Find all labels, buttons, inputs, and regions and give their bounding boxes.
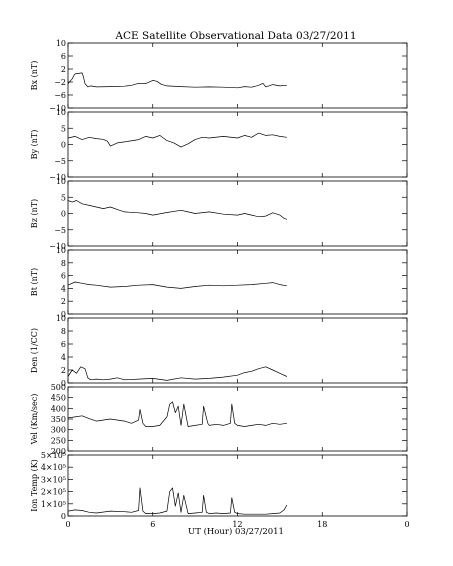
panel-den-frame — [67, 317, 408, 384]
panel-bx-ytick-label: 10 — [56, 39, 66, 48]
panels-group: 10 6 2 −2 −6 −10 Bx (nT) 10 5 0 −5 −10 By (nT) 10 5 0 −5… — [30, 39, 408, 521]
panel-bx-ytick-label: −10 — [49, 104, 66, 113]
panel-bx-ytick-label: 2 — [61, 65, 66, 74]
panel-den-ytick-label: 8 — [61, 327, 66, 336]
panel-bt-ytick-label: 8 — [61, 259, 66, 268]
panel-bt-ytick-label: 4 — [61, 284, 66, 293]
panel-bt-ylabel: Bt (nT) — [30, 268, 39, 296]
panel-bz-ytick-label: 0 — [61, 210, 66, 219]
panel-bt-ytick-label: 6 — [61, 272, 66, 281]
panel-den-ytick-label: 4 — [61, 353, 66, 362]
panel-by-ytick-label: −10 — [49, 173, 66, 182]
panel-bt-ytick-label: 2 — [61, 297, 66, 306]
panel-by-ylabel: By (nT) — [30, 130, 39, 160]
panel-bz-ylabel: Bz (nT) — [30, 199, 39, 228]
panel-den-ylabel: Den (1/CC) — [30, 328, 39, 373]
panel-vel-ytick-label: 300 — [51, 426, 66, 435]
panel-by-ytick-label: −5 — [54, 157, 66, 166]
panel-den-ytick-label: 6 — [61, 340, 66, 349]
panel-temp-series — [67, 487, 288, 515]
panel-vel-ytick-label: 200 — [51, 447, 66, 456]
panel-temp-frame — [67, 454, 408, 517]
panel-bt-series — [67, 281, 287, 289]
panel-bz-frame — [67, 180, 408, 247]
x-axis: 0 6 12 18 0 — [65, 520, 409, 529]
panel-bx-frame — [67, 42, 408, 109]
panel-bz-series — [67, 200, 288, 220]
panel-bz-ytick-label: −10 — [49, 242, 66, 251]
xtick-label: 12 — [232, 520, 242, 529]
chart-title: ACE Satellite Observational Data 03/27/2… — [114, 30, 356, 42]
panel-bx: 10 6 2 −2 −6 −10 Bx (nT) — [30, 39, 408, 113]
panel-by-frame — [67, 111, 408, 178]
panel-by-series — [67, 132, 287, 148]
panel-by: 10 5 0 −5 −10 By (nT) — [30, 108, 408, 182]
panel-vel-ytick-label: 400 — [51, 404, 66, 413]
panel-temp-ytick-label: 4×10⁵ — [41, 463, 66, 472]
panel-by-ytick-label: 5 — [61, 124, 66, 133]
x-axis-label: UT (Hour) 03/27/2011 — [188, 526, 284, 537]
panel-bz-ytick-label: −5 — [54, 226, 66, 235]
panel-vel-ylabel: Vel (Km/sec) — [30, 394, 39, 446]
panel-den-series — [67, 366, 288, 381]
panel-bt-ytick-label: 0 — [61, 310, 66, 319]
panel-bx-ylabel: Bx (nT) — [30, 61, 39, 91]
xtick-label: 0 — [65, 520, 70, 529]
panel-bt-ytick-label: 10 — [56, 246, 66, 255]
panel-vel-ytick-label: 250 — [51, 436, 66, 445]
panel-den-ytick-label: 2 — [61, 366, 66, 375]
panel-den: 10 8 6 4 2 0 Den (1/CC) — [30, 314, 408, 388]
panel-vel-frame — [67, 386, 408, 452]
panel-temp: 5×10⁵ 4×10⁵ 3×10⁵ 2×10⁵ 1×10⁵ 0 Ion Temp (K) — [30, 451, 408, 521]
panel-temp-ytick-label: 1×10⁵ — [41, 500, 66, 509]
panel-bz-ytick-label: 5 — [61, 193, 66, 202]
xtick-label: 18 — [317, 520, 327, 529]
panel-temp-ytick-label: 5×10⁵ — [41, 451, 66, 460]
panel-vel-ytick-label: 450 — [51, 394, 66, 403]
xtick-label: 6 — [150, 520, 155, 529]
panel-vel-ytick-label: 350 — [51, 415, 66, 424]
panel-by-ytick-label: 10 — [56, 108, 66, 117]
panel-temp-ytick-label: 0 — [61, 512, 66, 521]
panel-den-ytick-label: 0 — [61, 379, 66, 388]
panel-temp-ytick-label: 3×10⁵ — [41, 475, 66, 484]
panel-bt: 10 8 6 4 2 0 Bt (nT) — [30, 246, 408, 319]
xtick-label: 0 — [404, 520, 409, 529]
panel-bz: 10 5 0 −5 −10 Bz (nT) — [30, 177, 408, 251]
panel-bt-frame — [67, 249, 408, 315]
panel-vel-ytick-label: 500 — [51, 383, 66, 392]
panel-temp-ytick-label: 2×10⁵ — [41, 488, 66, 497]
panel-bx-ytick-label: −6 — [54, 91, 66, 100]
panel-bx-series — [67, 72, 287, 89]
panel-by-ytick-label: 0 — [61, 141, 66, 150]
panel-den-ytick-label: 10 — [56, 314, 66, 323]
panel-bz-ytick-label: 10 — [56, 177, 66, 186]
panel-bx-ytick-label: 6 — [61, 52, 66, 61]
panel-temp-ylabel: Ion Temp (K) — [30, 459, 39, 512]
panel-bx-ytick-label: −2 — [54, 78, 66, 87]
panel-vel-series — [67, 401, 287, 427]
